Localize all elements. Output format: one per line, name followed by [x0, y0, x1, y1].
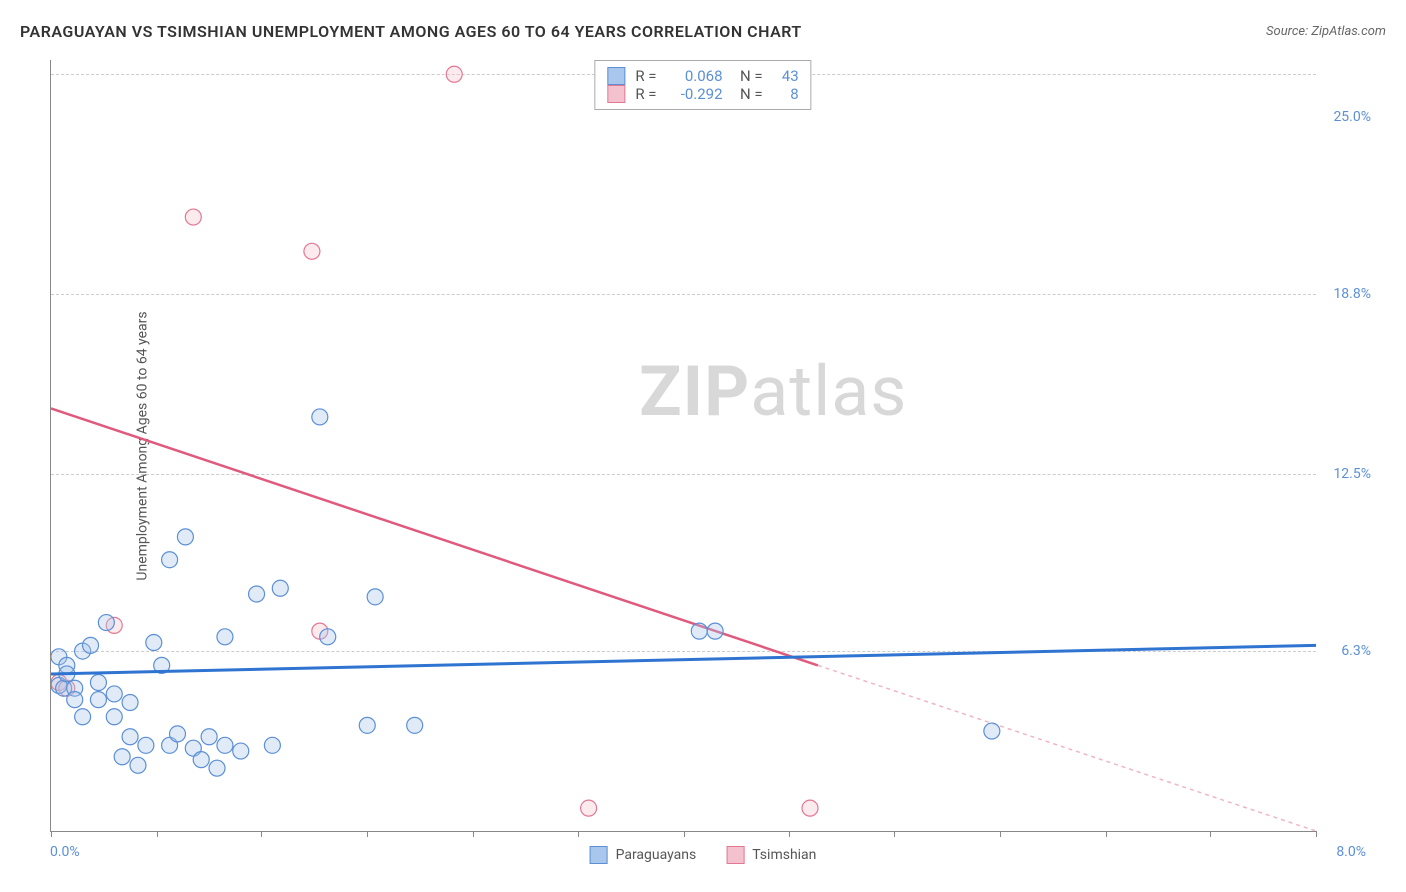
data-point — [98, 615, 114, 631]
stats-r-label: R = — [635, 67, 656, 85]
legend-bottom: Paraguayans Tsimshian — [590, 846, 817, 864]
data-point — [193, 752, 209, 768]
data-point — [304, 243, 320, 259]
x-tick — [473, 831, 474, 837]
data-point — [249, 586, 265, 602]
stats-box: R = 0.068 N = 43R = -0.292 N = 8 — [594, 60, 811, 110]
y-tick-label: 18.8% — [1333, 286, 1371, 302]
data-point — [984, 723, 1000, 739]
data-point — [581, 800, 597, 816]
y-tick-label: 6.3% — [1341, 643, 1371, 659]
data-point — [201, 729, 217, 745]
x-tick — [1106, 831, 1107, 837]
data-point — [446, 66, 462, 82]
x-tick — [894, 831, 895, 837]
source-attribution: Source: ZipAtlas.com — [1266, 24, 1386, 39]
data-point — [83, 637, 99, 653]
regression-line — [818, 665, 1316, 831]
data-point — [691, 623, 707, 639]
data-point — [707, 623, 723, 639]
x-tick — [1316, 831, 1317, 837]
stats-row: R = -0.292 N = 8 — [607, 85, 798, 103]
stats-n-value: 43 — [773, 67, 799, 85]
data-point — [367, 589, 383, 605]
chart-title: PARAGUAYAN VS TSIMSHIAN UNEMPLOYMENT AMO… — [20, 22, 802, 41]
data-point — [359, 717, 375, 733]
x-tick — [1000, 831, 1001, 837]
y-tick-label: 12.5% — [1333, 466, 1371, 482]
data-point — [122, 695, 138, 711]
stats-n-value: 8 — [773, 85, 799, 103]
data-point — [90, 675, 106, 691]
data-point — [233, 743, 249, 759]
regression-line — [51, 645, 1316, 674]
data-point — [272, 580, 288, 596]
data-point — [209, 760, 225, 776]
x-tick — [261, 831, 262, 837]
legend-label: Paraguayans — [616, 847, 697, 863]
data-point — [320, 629, 336, 645]
data-point — [67, 692, 83, 708]
data-point — [114, 749, 130, 765]
x-tick — [684, 831, 685, 837]
chart-svg — [51, 60, 1316, 831]
x-axis-max-label: 8.0% — [1336, 844, 1366, 860]
stats-swatch — [607, 67, 625, 85]
x-tick — [367, 831, 368, 837]
stats-swatch — [607, 85, 625, 103]
stats-r-value: -0.292 — [667, 85, 723, 103]
data-point — [106, 686, 122, 702]
data-point — [264, 737, 280, 753]
stats-n-label: N = — [733, 67, 763, 85]
data-point — [170, 726, 186, 742]
legend-swatch — [590, 846, 608, 864]
x-tick — [578, 831, 579, 837]
data-point — [802, 800, 818, 816]
x-tick — [789, 831, 790, 837]
data-point — [312, 409, 328, 425]
data-point — [185, 209, 201, 225]
data-point — [90, 692, 106, 708]
legend-label: Tsimshian — [752, 847, 816, 863]
data-point — [407, 717, 423, 733]
data-point — [122, 729, 138, 745]
legend-item: Tsimshian — [726, 846, 816, 864]
data-point — [106, 709, 122, 725]
data-point — [217, 737, 233, 753]
x-tick — [51, 831, 52, 837]
x-axis-min-label: 0.0% — [50, 844, 80, 860]
x-tick — [157, 831, 158, 837]
data-point — [138, 737, 154, 753]
y-tick-label: 25.0% — [1333, 109, 1371, 125]
data-point — [146, 635, 162, 651]
data-point — [130, 757, 146, 773]
legend-swatch — [726, 846, 744, 864]
data-point — [162, 552, 178, 568]
data-point — [177, 529, 193, 545]
stats-r-value: 0.068 — [667, 67, 723, 85]
stats-n-label: N = — [733, 85, 763, 103]
legend-item: Paraguayans — [590, 846, 697, 864]
x-tick — [1210, 831, 1211, 837]
stats-row: R = 0.068 N = 43 — [607, 67, 798, 85]
stats-r-label: R = — [635, 85, 656, 103]
data-point — [217, 629, 233, 645]
data-point — [75, 709, 91, 725]
plot-area: 6.3%12.5%18.8%25.0% — [50, 60, 1316, 832]
